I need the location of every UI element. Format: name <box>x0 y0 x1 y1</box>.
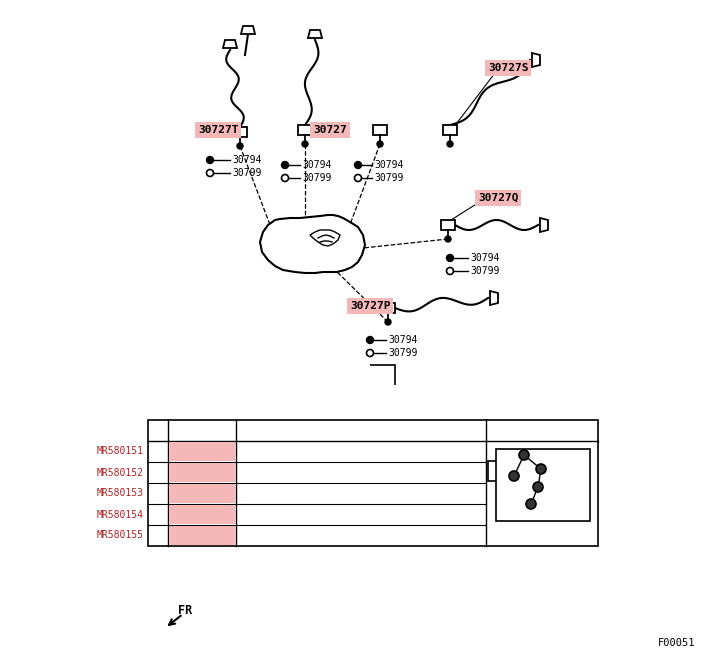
Bar <box>373 125 387 135</box>
Circle shape <box>281 162 289 168</box>
Text: 30727T: 30727T <box>198 125 238 135</box>
Text: 1: 1 <box>155 447 161 457</box>
Text: 4H  SWITCH: 4H SWITCH <box>241 488 303 498</box>
Text: 4LLC  SWITCH: 4LLC SWITCH <box>241 531 316 541</box>
Circle shape <box>354 162 362 168</box>
Text: 30794: 30794 <box>374 160 403 170</box>
Text: 30727: 30727 <box>313 125 347 135</box>
Text: 30794: 30794 <box>302 160 331 170</box>
Text: 30799: 30799 <box>302 173 331 183</box>
Text: 2: 2 <box>155 467 161 477</box>
Bar <box>169 442 235 461</box>
Bar <box>441 220 455 230</box>
Text: P  N  C: P N C <box>180 426 224 436</box>
Text: FUNCTION: FUNCTION <box>336 426 386 436</box>
Bar <box>169 463 235 482</box>
Text: MR580152: MR580152 <box>97 467 144 477</box>
Circle shape <box>377 141 383 147</box>
Polygon shape <box>223 40 237 48</box>
Text: 30727T: 30727T <box>183 531 220 541</box>
Circle shape <box>533 482 543 492</box>
Circle shape <box>206 170 213 176</box>
Text: 30727S: 30727S <box>183 510 220 519</box>
Bar <box>443 125 457 135</box>
Circle shape <box>367 350 374 356</box>
Bar <box>169 484 235 503</box>
Text: FR: FR <box>178 603 192 616</box>
Polygon shape <box>260 215 365 273</box>
Text: MR580155: MR580155 <box>97 531 144 541</box>
Polygon shape <box>540 218 548 232</box>
Text: 30727Q: 30727Q <box>183 488 220 498</box>
Circle shape <box>445 236 451 242</box>
Text: 30794: 30794 <box>470 253 499 263</box>
Text: 5: 5 <box>155 531 161 541</box>
Text: 30794: 30794 <box>232 155 262 165</box>
Text: 5: 5 <box>501 471 506 480</box>
Circle shape <box>385 319 391 325</box>
Text: MR580154: MR580154 <box>97 510 144 519</box>
Bar <box>233 127 247 137</box>
Circle shape <box>237 143 243 149</box>
Circle shape <box>519 450 529 460</box>
Bar <box>169 526 235 545</box>
Polygon shape <box>310 230 340 246</box>
Text: 30799: 30799 <box>232 168 262 178</box>
Text: F00051: F00051 <box>657 638 695 648</box>
Text: 30799: 30799 <box>388 348 418 358</box>
Bar <box>381 303 395 313</box>
Circle shape <box>367 337 374 343</box>
Text: MR580151: MR580151 <box>97 447 144 457</box>
Circle shape <box>536 464 546 474</box>
Polygon shape <box>241 26 255 34</box>
Bar <box>496 449 590 521</box>
Text: 30727P: 30727P <box>183 467 220 477</box>
Text: 30727P: 30727P <box>350 301 391 311</box>
Text: 30794: 30794 <box>388 335 418 345</box>
Bar <box>169 505 235 524</box>
Text: 2: 2 <box>539 500 545 508</box>
Text: MR580153: MR580153 <box>97 488 144 498</box>
Circle shape <box>281 174 289 182</box>
Circle shape <box>447 267 454 275</box>
Text: 4: 4 <box>549 465 554 473</box>
Circle shape <box>526 499 536 509</box>
Circle shape <box>509 471 519 481</box>
Text: 4: 4 <box>155 510 161 519</box>
Text: 30727S: 30727S <box>488 63 528 73</box>
Text: 3: 3 <box>546 482 552 492</box>
Text: 1: 1 <box>510 451 516 459</box>
Bar <box>148 420 598 546</box>
Text: 30799: 30799 <box>470 266 499 276</box>
Text: 30727Q: 30727Q <box>478 193 518 203</box>
Text: 30799: 30799 <box>374 173 403 183</box>
Polygon shape <box>490 291 498 305</box>
Circle shape <box>206 156 213 164</box>
Text: 3: 3 <box>155 488 161 498</box>
Polygon shape <box>308 30 322 38</box>
Text: 2WD  SWITCH: 2WD SWITCH <box>241 447 310 457</box>
Text: 2WD&4WD  SWITCH: 2WD&4WD SWITCH <box>241 467 335 477</box>
Circle shape <box>447 255 454 261</box>
Bar <box>298 125 312 135</box>
Text: No: No <box>152 426 164 436</box>
Circle shape <box>447 141 453 147</box>
Polygon shape <box>532 53 540 67</box>
Text: CENTER  DIFF  LOCK  SWITCH: CENTER DIFF LOCK SWITCH <box>241 510 403 519</box>
Text: 30727: 30727 <box>186 447 218 457</box>
Circle shape <box>354 174 362 182</box>
Circle shape <box>302 141 308 147</box>
